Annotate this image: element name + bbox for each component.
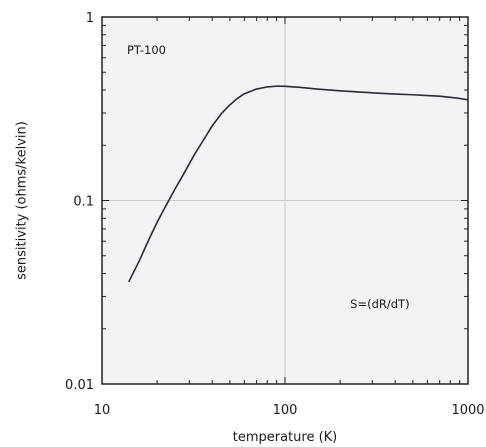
x-axis-title: temperature (K) [233, 430, 338, 445]
y-tick-label: 1 [86, 11, 94, 26]
y-tick-labels: 0.01 0.1 1 [65, 11, 94, 393]
x-tick-label: 10 [94, 403, 111, 418]
y-axis-title: sensitivity (ohms/kelvin) [15, 121, 30, 280]
y-tick-label: 0.1 [73, 195, 94, 210]
x-tick-label: 1000 [451, 403, 484, 418]
chart-annotation: S=(dR/dT) [350, 297, 409, 311]
grid-lines [102, 17, 468, 384]
chart-annotation: PT-100 [127, 43, 166, 57]
sensitivity-curve [128, 85, 469, 283]
x-tick-label: 100 [273, 403, 298, 418]
x-tick-labels: 10 100 1000 [94, 403, 485, 418]
y-tick-label: 0.01 [65, 378, 94, 393]
chart-annotations: PT-100 S=(dR/dT) [127, 43, 410, 311]
plot-frame [101, 16, 469, 385]
